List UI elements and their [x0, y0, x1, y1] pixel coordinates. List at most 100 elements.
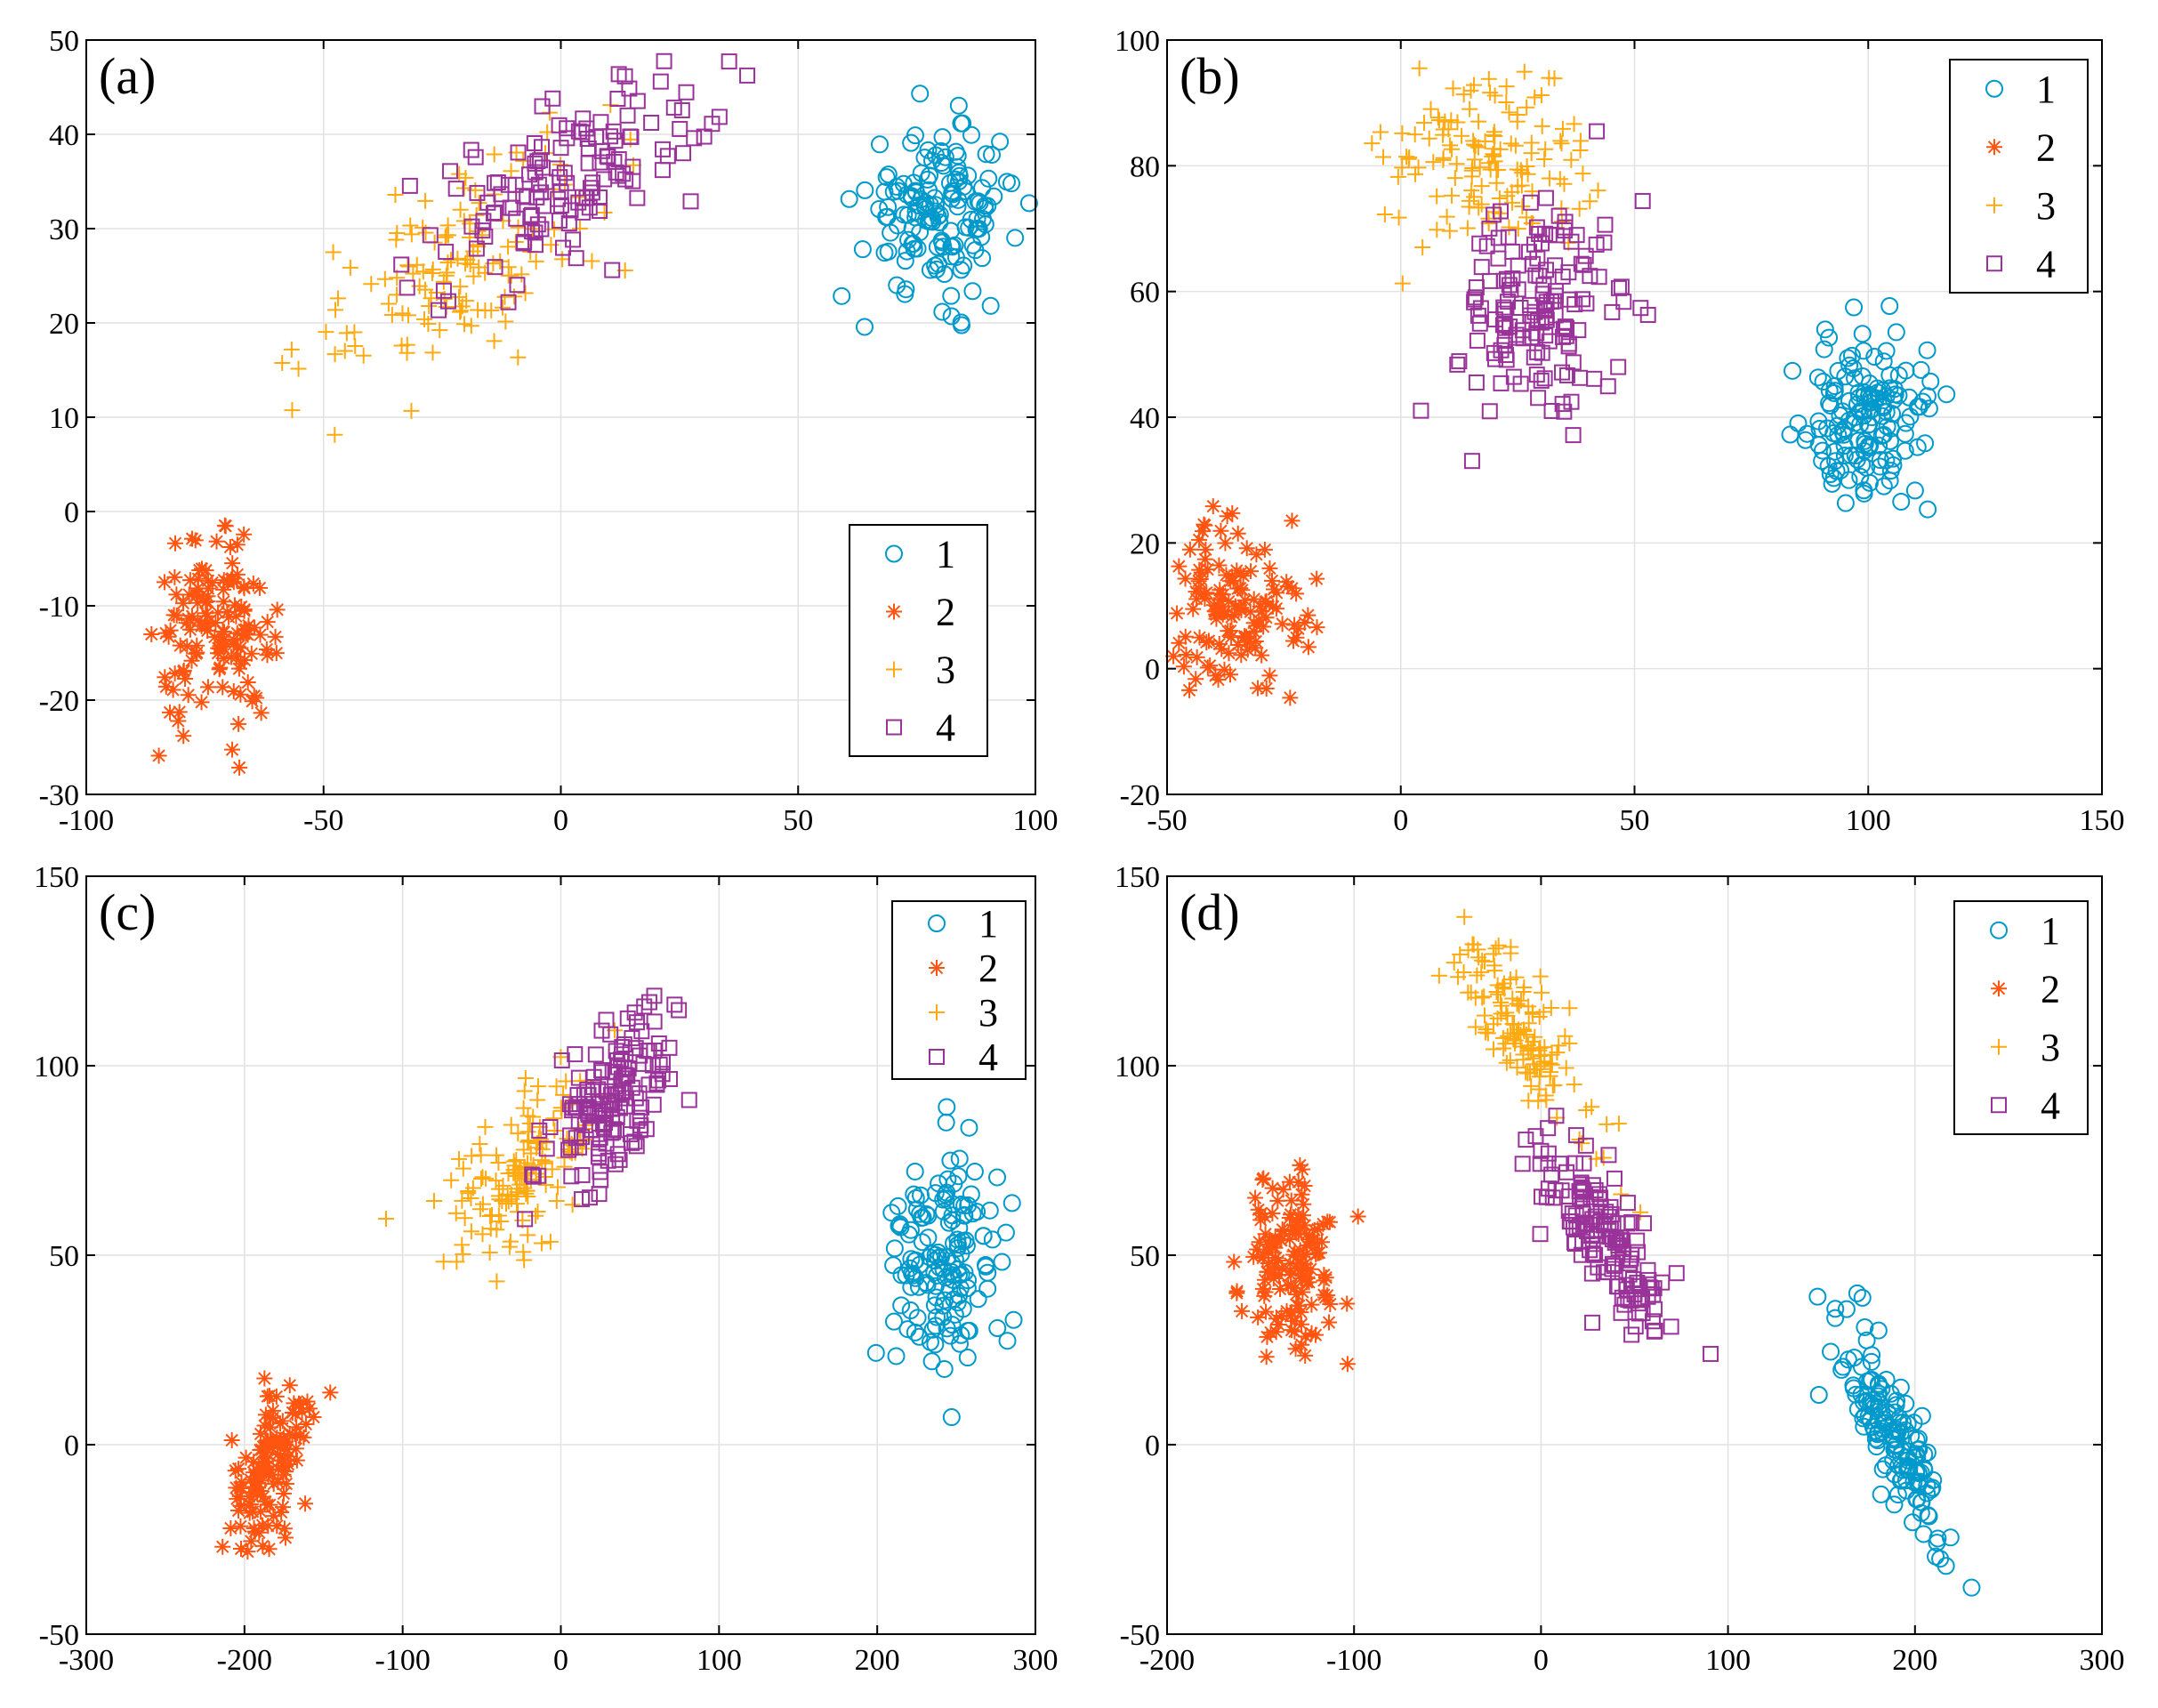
data-point [1452, 946, 1469, 963]
data-point [180, 610, 197, 627]
y-tick-label: 100 [1115, 1051, 1160, 1084]
data-point [1490, 230, 1507, 246]
data-point [589, 1103, 606, 1120]
data-point [168, 586, 185, 603]
data-point [1229, 636, 1246, 653]
data-point [593, 1064, 610, 1081]
data-point [199, 679, 216, 696]
data-point [455, 1160, 471, 1177]
data-point [1229, 580, 1246, 597]
data-point [1573, 255, 1590, 272]
data-point [1505, 368, 1522, 385]
data-point [1212, 582, 1228, 599]
data-point [1196, 590, 1213, 607]
data-point [1181, 681, 1198, 698]
data-point [452, 278, 469, 295]
data-point [265, 1476, 282, 1493]
data-point [1881, 462, 1900, 480]
data-point [935, 1359, 954, 1378]
x-tick-label: -100 [375, 1644, 431, 1677]
y-tick-label: 50 [1130, 1240, 1160, 1273]
data-point [933, 302, 952, 321]
data-point [516, 233, 533, 250]
legend-label-1: 1 [978, 902, 998, 946]
data-point [1234, 1302, 1251, 1319]
data-point [177, 670, 194, 687]
data-point [1616, 1296, 1633, 1313]
data-point [1525, 255, 1542, 272]
data-point [522, 1145, 539, 1162]
legend-marker-4 [1986, 255, 2002, 272]
data-point [1300, 607, 1317, 624]
data-point [393, 256, 410, 273]
data-point [1308, 1245, 1325, 1262]
y-tick-label: 50 [49, 1240, 79, 1273]
data-point [1466, 151, 1483, 168]
data-point [1270, 1316, 1287, 1333]
data-point [615, 1083, 632, 1100]
data-point [1303, 1325, 1320, 1341]
data-point [463, 318, 479, 334]
data-point [239, 674, 256, 691]
legend-marker-3 [1986, 197, 2002, 214]
data-point [633, 1023, 650, 1040]
data-point [487, 1172, 504, 1189]
data-point [216, 517, 233, 534]
x-tick-label: -50 [1147, 804, 1187, 837]
data-point [1299, 1237, 1316, 1253]
data-point [1220, 645, 1237, 662]
data-point [1290, 620, 1307, 637]
data-point [1590, 269, 1607, 286]
data-point [1274, 616, 1291, 632]
data-point [402, 217, 419, 234]
data-point [898, 205, 917, 224]
x-tick-label: 200 [1892, 1644, 1937, 1677]
data-point [591, 1186, 608, 1203]
data-point [919, 1229, 938, 1247]
legend-marker-4 [1991, 1097, 2007, 1114]
data-point [608, 1043, 624, 1059]
data-point [193, 694, 210, 711]
data-point [942, 1408, 961, 1427]
data-point [948, 1293, 967, 1312]
data-point [1293, 1336, 1310, 1353]
data-point [204, 574, 221, 591]
data-point [1228, 1285, 1245, 1301]
data-point [918, 170, 937, 189]
data-point [551, 212, 568, 229]
data-point [1537, 225, 1554, 242]
series-3-points [1364, 60, 1606, 292]
data-point [1466, 77, 1483, 93]
data-point [1920, 399, 1938, 418]
data-point [1898, 1414, 1917, 1433]
data-point [1300, 639, 1317, 656]
data-point [1582, 193, 1598, 210]
data-point [941, 1151, 960, 1170]
data-point [885, 1239, 904, 1258]
data-point [1510, 281, 1526, 298]
data-point [1532, 968, 1549, 985]
data-point [1464, 160, 1481, 177]
data-point [305, 1409, 322, 1426]
data-point [275, 1466, 292, 1483]
data-point [1504, 270, 1521, 287]
data-point [1284, 512, 1300, 529]
data-point [1302, 1261, 1319, 1277]
data-point [1469, 332, 1486, 349]
data-point [1194, 523, 1211, 540]
data-point [917, 1204, 936, 1223]
data-point [938, 1183, 956, 1202]
x-tick-label: 200 [855, 1644, 900, 1677]
data-point [1565, 427, 1582, 444]
data-point [1316, 1267, 1333, 1284]
data-point [1836, 367, 1855, 386]
data-point [199, 588, 216, 605]
data-point [478, 1170, 495, 1187]
data-point [615, 165, 632, 182]
data-point [1375, 149, 1391, 165]
data-point [629, 93, 646, 109]
data-point [255, 1488, 272, 1505]
data-point [224, 555, 241, 572]
data-point [1258, 680, 1275, 697]
data-point [170, 713, 187, 729]
